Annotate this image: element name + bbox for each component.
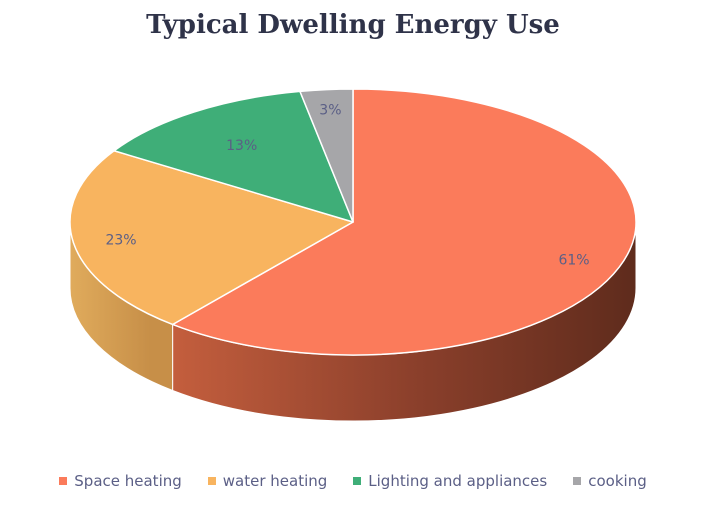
pie-labels: 61% 23% 13% 3% bbox=[105, 103, 589, 269]
pie-slice-cooking bbox=[299, 88, 354, 223]
legend-item-lighting-and-appliances: Lighting and appliances bbox=[353, 472, 547, 490]
chart-title: Typical Dwelling Energy Use bbox=[146, 10, 560, 40]
pie-slice-lighting-and-appliances bbox=[113, 90, 354, 223]
legend-label: water heating bbox=[222, 472, 328, 490]
legend-item-space-heating: Space heating bbox=[59, 472, 182, 490]
legend-label: Lighting and appliances bbox=[368, 472, 548, 490]
legend-swatch bbox=[573, 477, 582, 485]
legend-item-cooking: cooking bbox=[573, 472, 647, 490]
legend-swatch bbox=[59, 477, 68, 485]
data-label-space-heating: 61% bbox=[558, 252, 589, 268]
legend-swatch bbox=[207, 477, 216, 485]
pie-slice-space-heating bbox=[171, 88, 637, 356]
legend-swatch bbox=[353, 477, 362, 485]
legend-label: Space heating bbox=[74, 472, 182, 490]
data-label-cooking: 3% bbox=[319, 103, 341, 119]
legend: Space heating water heating Lighting and a… bbox=[0, 472, 706, 490]
pie-slice-water-heating bbox=[69, 149, 354, 326]
legend-item-water-heating: water heating bbox=[207, 472, 328, 490]
data-label-water-heating: 23% bbox=[105, 232, 136, 248]
data-label-lighting-and-appliances: 13% bbox=[226, 138, 257, 154]
legend-label: cooking bbox=[588, 472, 647, 490]
pie-tops bbox=[69, 88, 637, 356]
